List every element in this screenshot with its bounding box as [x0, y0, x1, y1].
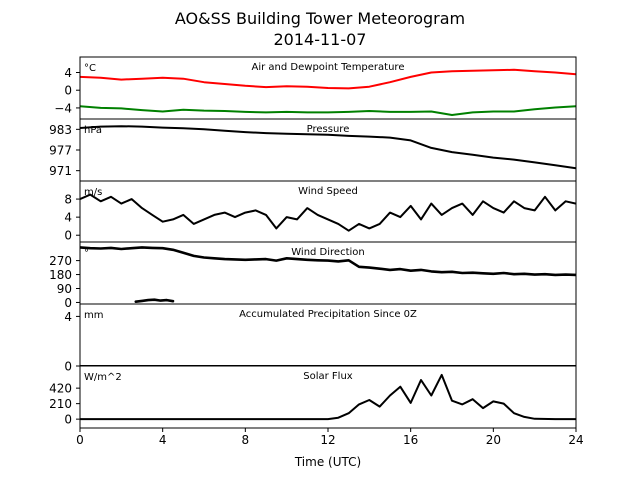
series-line-3-0	[80, 246, 576, 277]
y-tick-label: 0	[64, 84, 72, 98]
x-tick-label: 16	[403, 433, 418, 447]
y-tick-label: 8	[64, 193, 72, 207]
series-line-0-1	[80, 105, 576, 116]
y-tick-label: 983	[49, 123, 72, 137]
panel-1: 983 977 971 hPa Pressure	[49, 118, 577, 182]
panel-4: 4 0 mm Accumulated Precipitation Since 0Z	[64, 303, 577, 374]
panel-unit-label: W/m^2	[84, 372, 122, 383]
panel-0: 4 0 −4 °C Air and Dewpoint Temperature	[54, 56, 577, 120]
panels-group: 40−4°C Air and Dewpoint Temperature983977…	[49, 56, 577, 429]
x-tick-label: 12	[320, 433, 335, 447]
panel-unit-label: °	[84, 248, 89, 259]
y-tick-label: 270	[49, 254, 72, 268]
panel-unit-label: m/s	[84, 187, 102, 198]
panel-series-group	[80, 373, 576, 421]
chart-subtitle: 2014-11-07	[274, 30, 367, 49]
y-tick-label: 0	[64, 296, 72, 310]
panel-series-group	[80, 193, 576, 232]
y-tick-label: 971	[49, 164, 72, 178]
panel-title: Wind Direction	[291, 247, 365, 258]
y-tick-label: 4	[64, 211, 72, 225]
panel-title: Solar Flux	[303, 371, 353, 382]
y-tick-label: 0	[64, 360, 72, 374]
panel-unit-label: °C	[84, 63, 96, 74]
x-tick-label: 0	[76, 433, 84, 447]
y-tick-label: 420	[49, 382, 72, 396]
y-tick-label: 0	[64, 413, 72, 427]
x-tick-label: 24	[568, 433, 583, 447]
panel-title: Accumulated Precipitation Since 0Z	[239, 309, 417, 320]
chart-title: AO&SS Building Tower Meteorogram	[175, 9, 465, 28]
series-line-0-0	[80, 68, 576, 90]
x-axis-label: Time (UTC)	[294, 455, 361, 469]
x-tick-label: 20	[486, 433, 501, 447]
panel-2: 8 4 0 m/s Wind Speed	[64, 180, 577, 243]
panel-title: Wind Speed	[298, 186, 358, 197]
y-tick-label: 90	[57, 282, 72, 296]
series-line-2-0	[80, 193, 576, 232]
panel-series-group	[80, 68, 576, 116]
y-tick-label: 4	[64, 310, 72, 324]
series-line-3-1	[134, 298, 175, 304]
panel-series-group	[80, 246, 576, 304]
y-tick-label: 180	[49, 268, 72, 282]
y-tick-label: 4	[64, 66, 72, 80]
panel-title: Air and Dewpoint Temperature	[252, 62, 405, 73]
panel-series-group	[80, 125, 576, 170]
panel-unit-label: mm	[84, 310, 103, 321]
x-tick-label: 4	[159, 433, 167, 447]
panel-title: Pressure	[307, 124, 350, 135]
panel-unit-label: hPa	[84, 125, 102, 136]
y-tick-label: −4	[54, 101, 72, 115]
x-tick-label: 8	[242, 433, 250, 447]
series-line-1-0	[80, 125, 576, 170]
y-tick-label: 210	[49, 397, 72, 411]
y-tick-label: 0	[64, 229, 72, 243]
x-axis: 0 4 8 12 16 20 24	[76, 428, 584, 447]
series-line-5-0	[80, 373, 576, 421]
y-tick-label: 977	[49, 144, 72, 158]
